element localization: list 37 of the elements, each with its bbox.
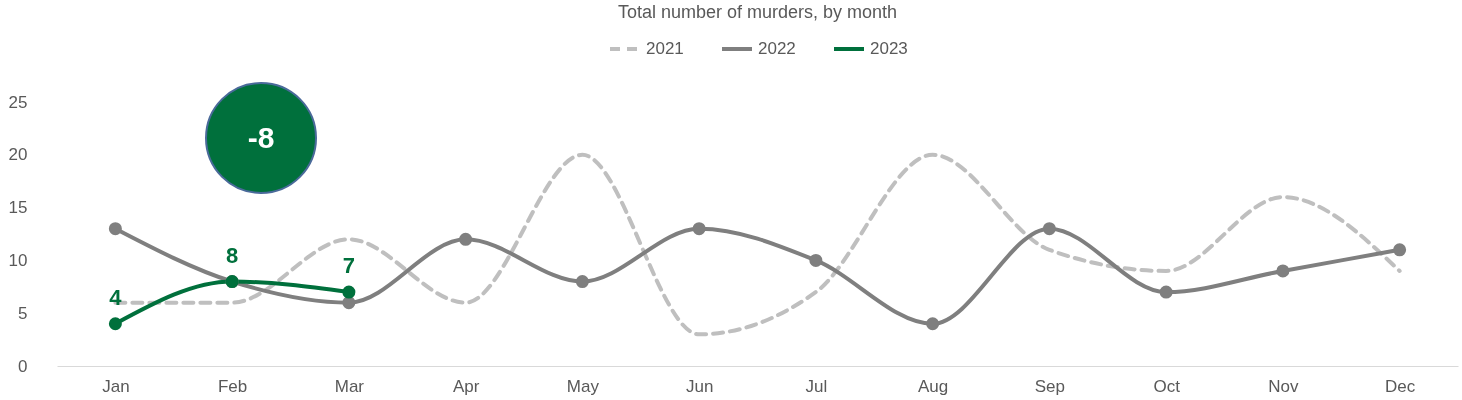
- point: [1042, 222, 1056, 236]
- y-tick-label: 10: [8, 250, 28, 270]
- y-tick-label: 15: [8, 198, 28, 218]
- y-tick-label: 20: [8, 145, 28, 165]
- x-tick-label: Mar: [334, 376, 365, 396]
- point: [459, 232, 473, 246]
- point: [108, 222, 122, 236]
- x-tick-label: Jan: [102, 376, 130, 396]
- point: [1276, 264, 1290, 278]
- point: [926, 317, 940, 331]
- x-tick-label: Sep: [1034, 376, 1065, 396]
- legend-label: 2022: [758, 39, 796, 58]
- point: [692, 222, 706, 236]
- legend-label: 2021: [646, 39, 684, 58]
- point: [1393, 243, 1407, 257]
- x-tick-label: Nov: [1268, 376, 1299, 396]
- y-tick-label: 5: [18, 303, 28, 323]
- chart-title: Total number of murders, by month: [617, 2, 898, 22]
- data-label: 8: [226, 242, 239, 268]
- x-tick-label: Dec: [1385, 376, 1416, 396]
- legend-label: 2023: [870, 39, 908, 58]
- x-tick-label: Jul: [805, 376, 828, 396]
- x-tick-label: May: [566, 376, 600, 396]
- x-tick-label: Apr: [452, 376, 480, 396]
- point: [342, 285, 356, 299]
- point: [575, 275, 589, 289]
- point: [1159, 285, 1173, 299]
- x-tick-label: Aug: [918, 376, 949, 396]
- data-label: 4: [109, 284, 123, 310]
- y-tick-label: 25: [8, 92, 28, 112]
- x-tick-label: Oct: [1153, 376, 1181, 396]
- x-tick-label: Jun: [685, 376, 714, 396]
- data-label: 7: [342, 253, 355, 279]
- y-tick-label: 0: [18, 356, 28, 376]
- point: [809, 253, 823, 267]
- point: [108, 317, 122, 331]
- x-tick-label: Feb: [217, 376, 248, 396]
